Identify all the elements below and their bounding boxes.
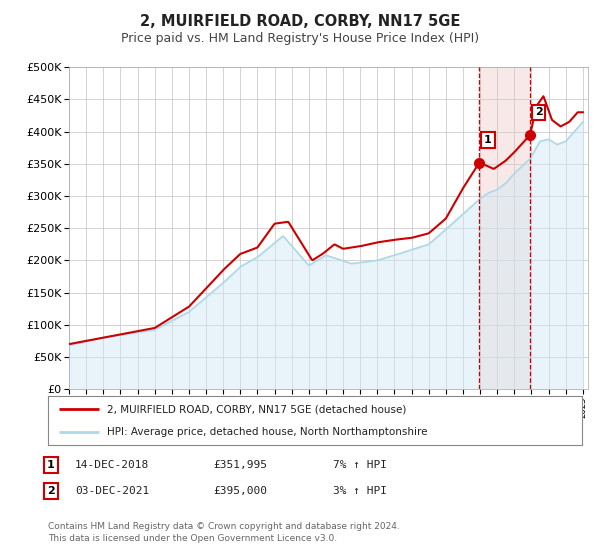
Text: 3% ↑ HPI: 3% ↑ HPI bbox=[333, 486, 387, 496]
Text: 2: 2 bbox=[535, 108, 542, 117]
Text: 03-DEC-2021: 03-DEC-2021 bbox=[75, 486, 149, 496]
Text: £351,995: £351,995 bbox=[213, 460, 267, 470]
Text: 2, MUIRFIELD ROAD, CORBY, NN17 5GE: 2, MUIRFIELD ROAD, CORBY, NN17 5GE bbox=[140, 14, 460, 29]
Text: 7% ↑ HPI: 7% ↑ HPI bbox=[333, 460, 387, 470]
Text: HPI: Average price, detached house, North Northamptonshire: HPI: Average price, detached house, Nort… bbox=[107, 427, 427, 437]
Text: Contains HM Land Registry data © Crown copyright and database right 2024.: Contains HM Land Registry data © Crown c… bbox=[48, 522, 400, 531]
Text: £395,000: £395,000 bbox=[213, 486, 267, 496]
Text: This data is licensed under the Open Government Licence v3.0.: This data is licensed under the Open Gov… bbox=[48, 534, 337, 543]
Bar bbox=[479, 67, 530, 389]
Text: 1: 1 bbox=[47, 460, 55, 470]
Text: 14-DEC-2018: 14-DEC-2018 bbox=[75, 460, 149, 470]
Text: 2, MUIRFIELD ROAD, CORBY, NN17 5GE (detached house): 2, MUIRFIELD ROAD, CORBY, NN17 5GE (deta… bbox=[107, 404, 406, 414]
Text: Price paid vs. HM Land Registry's House Price Index (HPI): Price paid vs. HM Land Registry's House … bbox=[121, 32, 479, 45]
Text: 2: 2 bbox=[47, 486, 55, 496]
Text: 1: 1 bbox=[484, 135, 492, 145]
